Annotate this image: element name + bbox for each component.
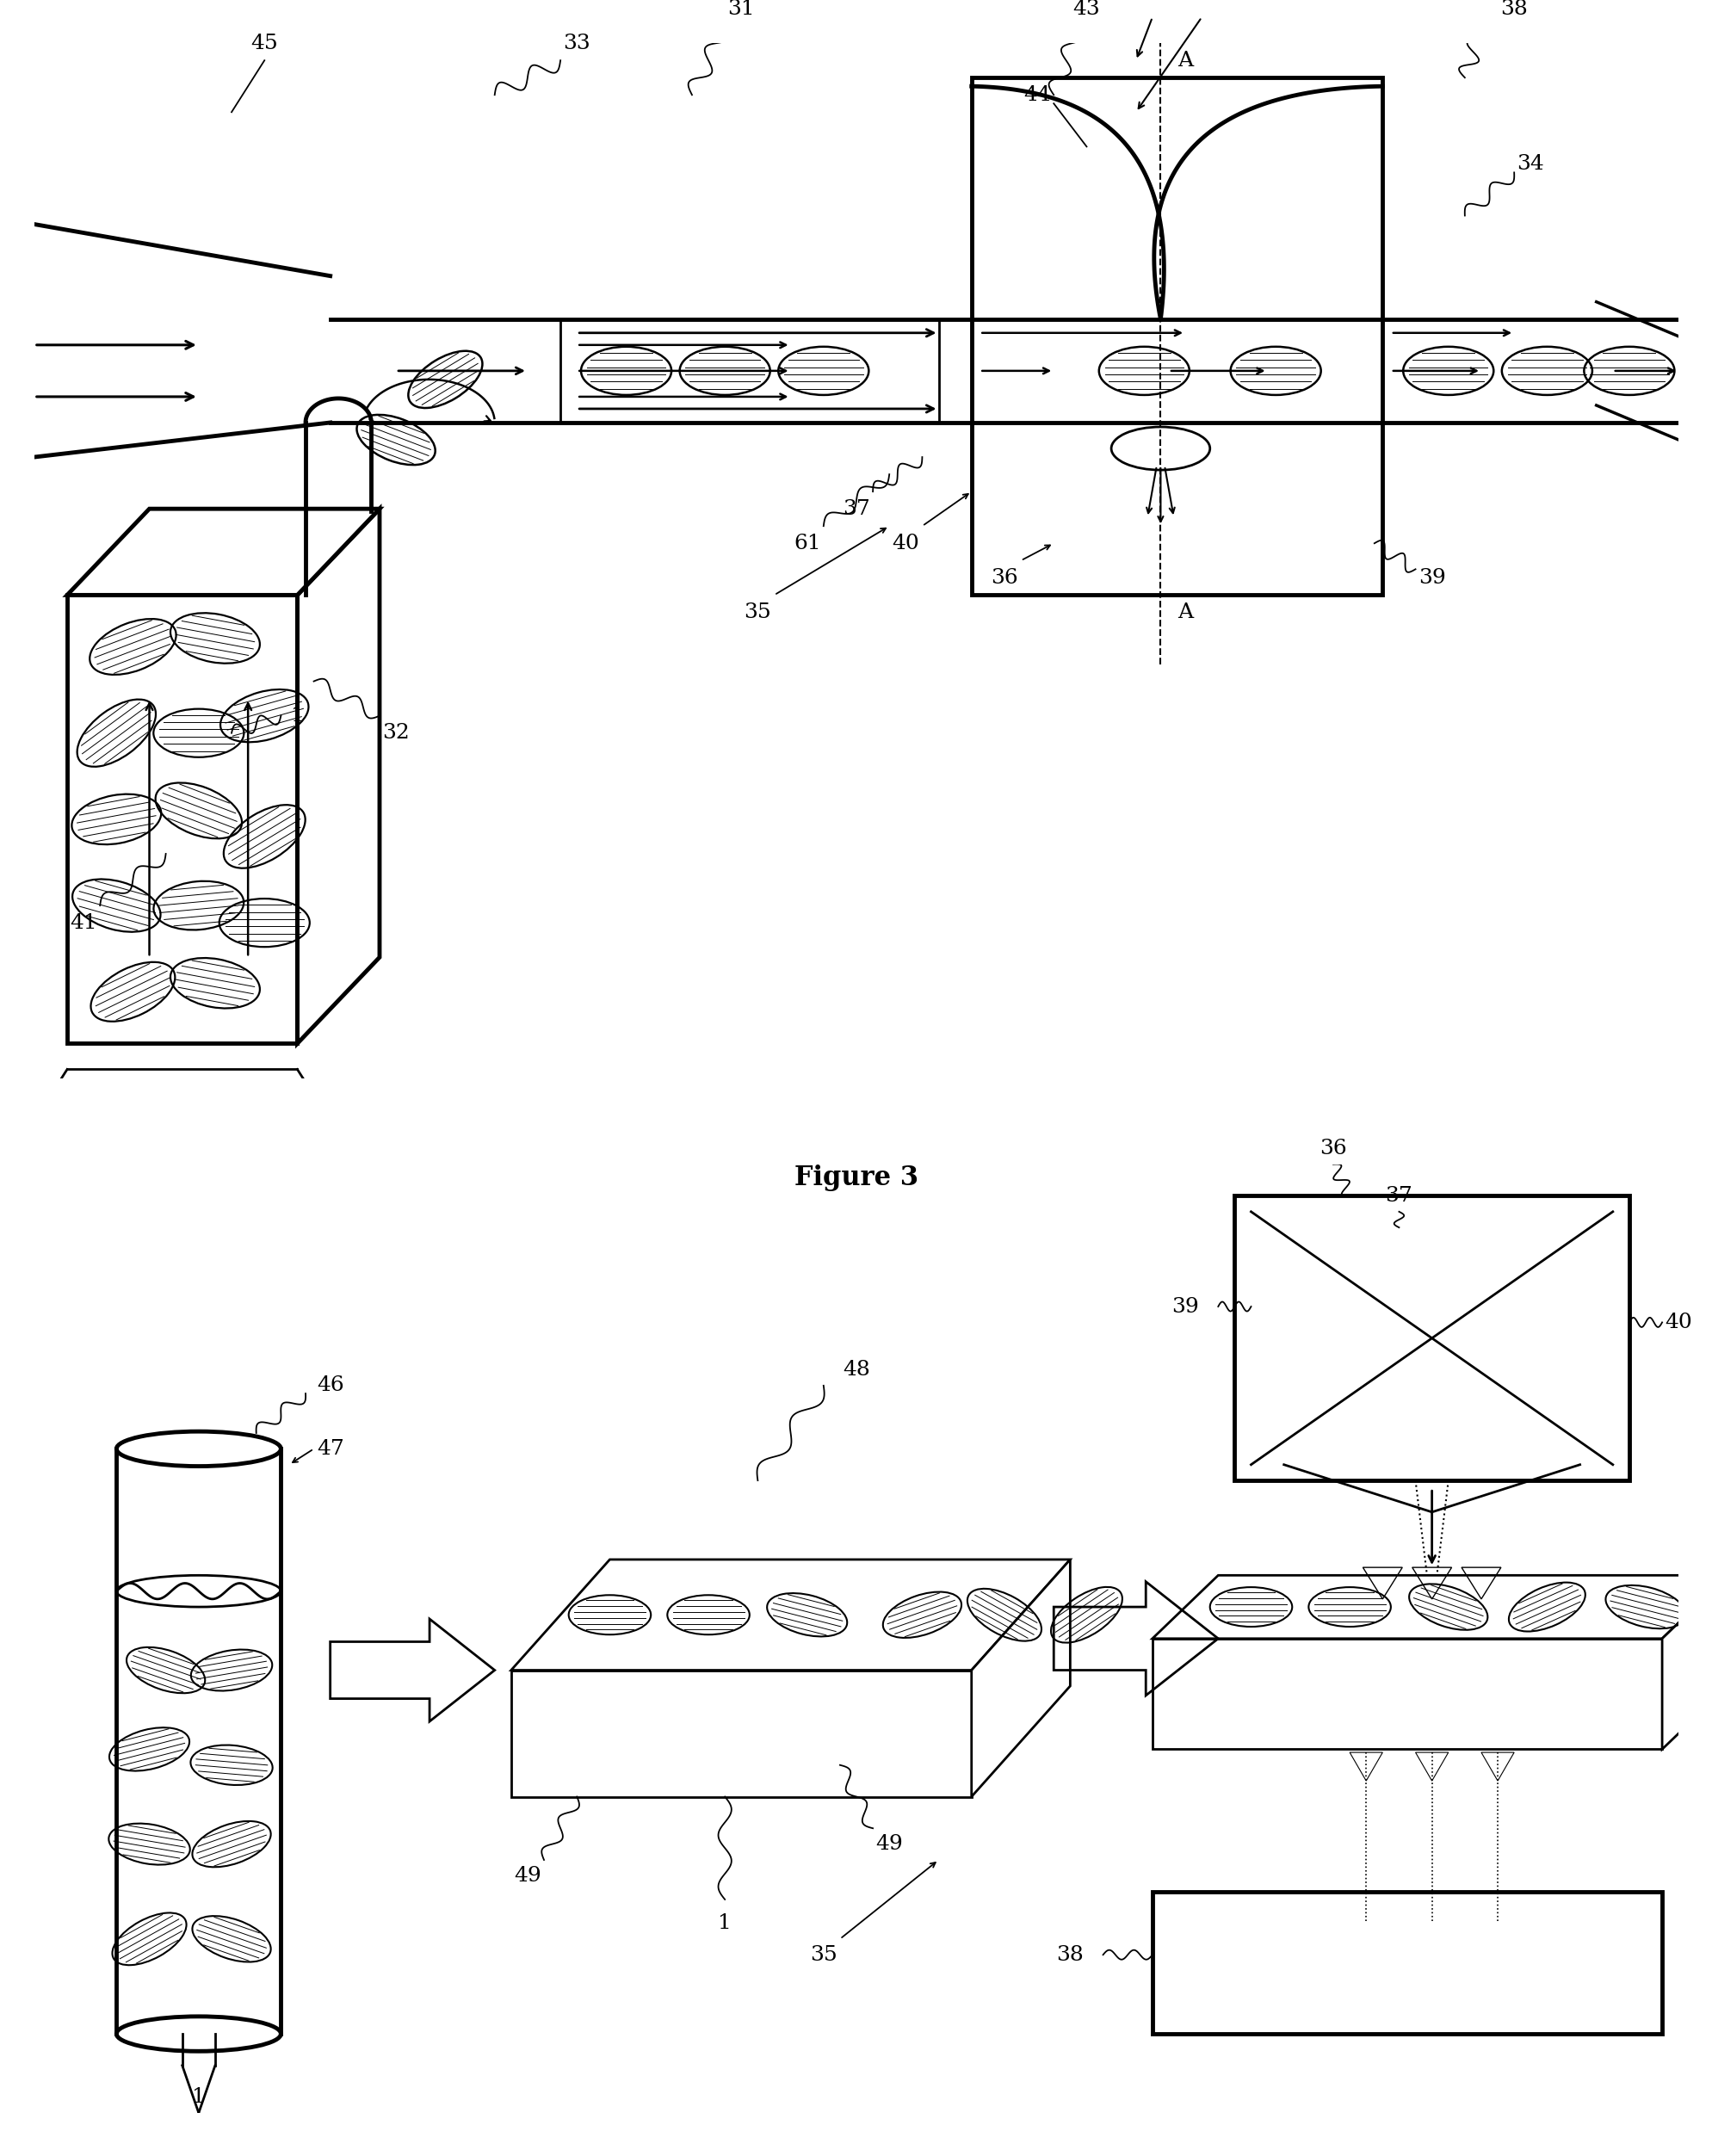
Text: 38: 38 (1500, 0, 1527, 19)
Text: 38: 38 (1056, 1945, 1084, 1964)
Text: 32: 32 (382, 722, 409, 744)
Text: 45: 45 (250, 32, 277, 54)
Text: A: A (1176, 50, 1193, 71)
Polygon shape (67, 509, 380, 595)
Text: 40: 40 (892, 533, 919, 554)
Text: 1: 1 (717, 1912, 731, 1934)
Text: 46: 46 (317, 1376, 344, 1395)
Polygon shape (510, 1671, 971, 1796)
Text: 35: 35 (743, 602, 770, 623)
Text: 1: 1 (192, 2087, 205, 2106)
Polygon shape (298, 509, 380, 1044)
Bar (1152, 1891, 1661, 2033)
Text: 36: 36 (990, 567, 1017, 589)
Text: 37: 37 (842, 498, 870, 520)
Text: 39: 39 (1418, 567, 1445, 589)
Polygon shape (1152, 1576, 1712, 1639)
Text: 34: 34 (1517, 153, 1544, 175)
Text: 48: 48 (842, 1360, 870, 1380)
Text: 36: 36 (1318, 1138, 1346, 1158)
Text: 47: 47 (317, 1438, 344, 1460)
Text: 33: 33 (563, 32, 591, 54)
Bar (67, 595, 298, 1044)
Text: 39: 39 (1171, 1296, 1198, 1317)
Text: 1: 1 (291, 705, 305, 727)
Text: 40: 40 (1664, 1313, 1691, 1332)
Polygon shape (971, 1559, 1070, 1796)
Text: 31: 31 (728, 0, 755, 19)
Text: 44: 44 (1024, 84, 1051, 106)
Polygon shape (510, 1559, 1070, 1671)
Text: 49: 49 (514, 1865, 541, 1886)
Text: 61: 61 (793, 533, 820, 554)
Polygon shape (1661, 1576, 1712, 1749)
Bar (1234, 1197, 1628, 1481)
Text: A: A (1176, 602, 1193, 623)
Text: 41: 41 (70, 912, 98, 934)
Text: 49: 49 (875, 1835, 902, 1854)
Text: Figure 3: Figure 3 (794, 1164, 918, 1190)
Text: 43: 43 (1072, 0, 1099, 19)
Bar (971, 78, 1382, 595)
Polygon shape (1152, 1639, 1661, 1749)
Text: 37: 37 (1385, 1186, 1412, 1205)
Text: 35: 35 (810, 1945, 837, 1964)
